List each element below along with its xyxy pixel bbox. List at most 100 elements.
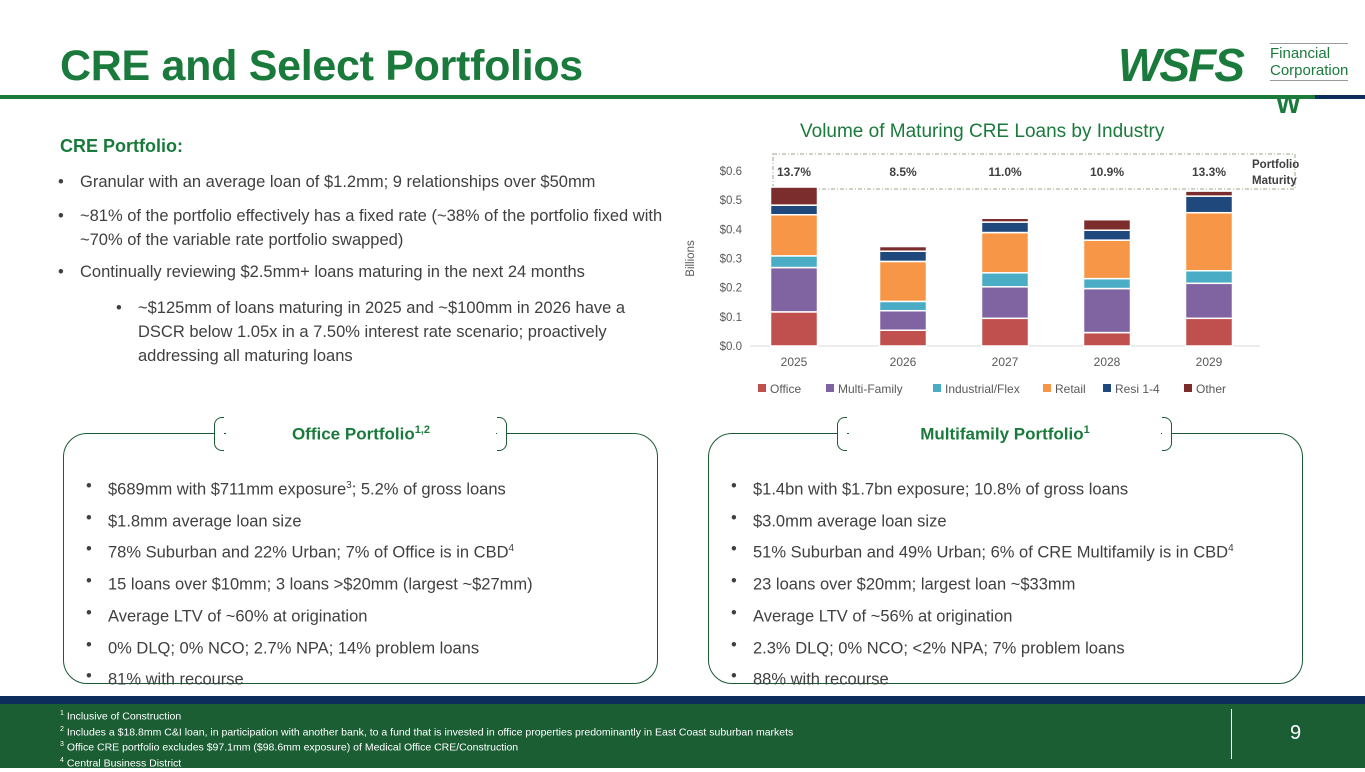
logo-subtitle: Financial Corporation: [1270, 43, 1349, 81]
title-rule-accent: [1315, 95, 1365, 99]
multifamily-heading-sup: 1: [1083, 424, 1090, 436]
bullet-item: $1.4bn with $1.7bn exposure; 10.8% of gr…: [731, 472, 1234, 504]
bullet-item: 2.3% DLQ; 0% NCO; <2% NPA; 7% problem lo…: [731, 631, 1234, 663]
bullet-item: 15 loans over $10mm; 3 loans >$20mm (lar…: [86, 567, 533, 599]
bar-resi-1-4: [980, 221, 1030, 234]
bar-multi-family: [1184, 282, 1234, 320]
bullet-item: 0% DLQ; 0% NCO; 2.7% NPA; 14% problem lo…: [86, 631, 533, 663]
y-tick-label: $0.5: [720, 195, 742, 207]
y-tick-label: $0.1: [720, 312, 742, 324]
bar-office: [1082, 331, 1132, 347]
cre-bullet: ~81% of the portfolio effectively has a …: [58, 204, 670, 252]
cre-sub-bullet: ~$125mm of loans maturing in 2025 and ~$…: [116, 296, 658, 368]
bar-retail: [878, 260, 928, 303]
bullet-item: 78% Suburban and 22% Urban; 7% of Office…: [86, 535, 533, 567]
bullet-item: $689mm with $711mm exposure3; 5.2% of gr…: [86, 472, 533, 504]
bar-office: [769, 311, 819, 347]
multifamily-heading: Multifamily Portfolio1: [849, 424, 1161, 445]
bar-office: [878, 329, 928, 347]
footnote: 3 Office CRE portfolio excludes $97.1mm …: [60, 741, 519, 754]
legend-label: Multi-Family: [838, 382, 903, 396]
y-tick-label: $0.0: [720, 341, 742, 353]
footer-divider: [1231, 709, 1232, 759]
wsfs-logo: WSFS Financial Corporation W: [1118, 39, 1358, 120]
bar-industrial-flex: [1082, 277, 1132, 290]
cre-heading: CRE Portfolio:: [60, 136, 183, 156]
bracket-right: [497, 417, 507, 451]
x-tick-label: 2025: [781, 355, 808, 369]
y-tick-label: $0.6: [720, 166, 742, 178]
bar-multi-family: [980, 286, 1030, 320]
y-tick-label: $0.3: [720, 254, 742, 266]
legend-label: Other: [1196, 382, 1226, 396]
bar-office: [980, 317, 1030, 347]
maturity-box: [772, 153, 1296, 190]
legend-label: Office: [770, 382, 801, 396]
chart-title: Volume of Maturing CRE Loans by Industry: [800, 121, 1165, 142]
office-portfolio-box: $689mm with $711mm exposure3; 5.2% of gr…: [63, 433, 658, 690]
bar-resi-1-4: [878, 250, 928, 263]
bullet-item: 23 loans over $20mm; largest loan ~$33mm: [731, 567, 1234, 599]
x-tick-label: 2026: [890, 355, 917, 369]
bracket-left: [837, 417, 847, 451]
maturing-loans-chart: $0.0 $0.1 $0.2 $0.3 $0.4 $0.5 $0.6 Billions 2025…: [685, 153, 1300, 396]
multifamily-bullets: $1.4bn with $1.7bn exposure; 10.8% of gr…: [731, 472, 1234, 694]
legend-swatch: [1103, 384, 1111, 392]
page-title: CRE and Select Portfolios: [60, 42, 583, 90]
bar-other: [1082, 218, 1132, 231]
maturity-label-line2: Maturity %: [1252, 175, 1300, 187]
bullet-item: 88% with recourse: [731, 662, 1234, 694]
bar-other: [980, 217, 1030, 223]
bar-resi-1-4: [1082, 229, 1132, 241]
legend-swatch: [1043, 384, 1051, 392]
y-axis-label: Billions: [685, 240, 697, 277]
bullet-item: $1.8mm average loan size: [86, 504, 533, 536]
bracket-right: [1162, 417, 1172, 451]
legend-label: Industrial/Flex: [945, 382, 1020, 396]
bar-resi-1-4: [1184, 195, 1234, 214]
maturity-label-line1: Portfolio: [1252, 159, 1299, 171]
multifamily-heading-text: Multifamily Portfolio: [920, 424, 1084, 444]
office-heading-sup: 1,2: [414, 424, 431, 436]
page-number: 9: [1290, 722, 1302, 744]
bar-other: [878, 245, 928, 252]
bullet-item: Average LTV of ~60% at origination: [86, 599, 533, 631]
office-heading-text: Office Portfolio: [291, 424, 415, 444]
bracket-left: [214, 417, 224, 451]
logo-sub1: Financial: [1270, 45, 1331, 62]
maturity-pct-label: 11.0%: [988, 165, 1022, 179]
cre-bullet: Granular with an average loan of $1.2mm;…: [58, 170, 680, 194]
bar-retail: [1082, 239, 1132, 280]
bullet-item: Average LTV of ~56% at origination: [731, 599, 1234, 631]
x-tick-label: 2027: [992, 355, 1019, 369]
footer: 1 Inclusive of Construction 2 Includes a …: [0, 704, 1365, 769]
footnote: 4 Central Business District: [60, 756, 182, 770]
legend-swatch: [826, 384, 834, 392]
logo-brand: WSFS: [1118, 39, 1245, 91]
logo-mark: W: [1276, 89, 1301, 119]
bar-retail: [769, 214, 819, 257]
office-bullets: $689mm with $711mm exposure3; 5.2% of gr…: [86, 472, 533, 694]
maturity-pct-label: 10.9%: [1090, 165, 1124, 179]
office-heading: Office Portfolio1,2: [226, 424, 496, 445]
bar-industrial-flex: [878, 300, 928, 312]
bullet-item: 81% with recourse: [86, 662, 533, 694]
bar-other: [1184, 190, 1234, 197]
bar-multi-family: [769, 266, 819, 313]
title-rule: [0, 95, 1315, 99]
bar-resi-1-4: [769, 204, 819, 216]
bar-other: [769, 186, 819, 206]
legend-swatch: [758, 384, 766, 392]
multifamily-portfolio-box: $1.4bn with $1.7bn exposure; 10.8% of gr…: [708, 433, 1303, 690]
y-tick-label: $0.2: [720, 283, 742, 295]
bar-industrial-flex: [769, 255, 819, 269]
legend-swatch: [1184, 384, 1192, 392]
legend-label: Retail: [1055, 382, 1086, 396]
y-tick-label: $0.4: [720, 224, 743, 236]
bar-industrial-flex: [980, 272, 1030, 288]
cre-bullet: Continually reviewing $2.5mm+ loans matu…: [58, 260, 680, 284]
bar-multi-family: [878, 309, 928, 331]
bar-retail: [1184, 211, 1234, 272]
logo-sub2: Corporation: [1270, 62, 1349, 79]
maturity-pct-label: 13.3%: [1192, 165, 1226, 179]
